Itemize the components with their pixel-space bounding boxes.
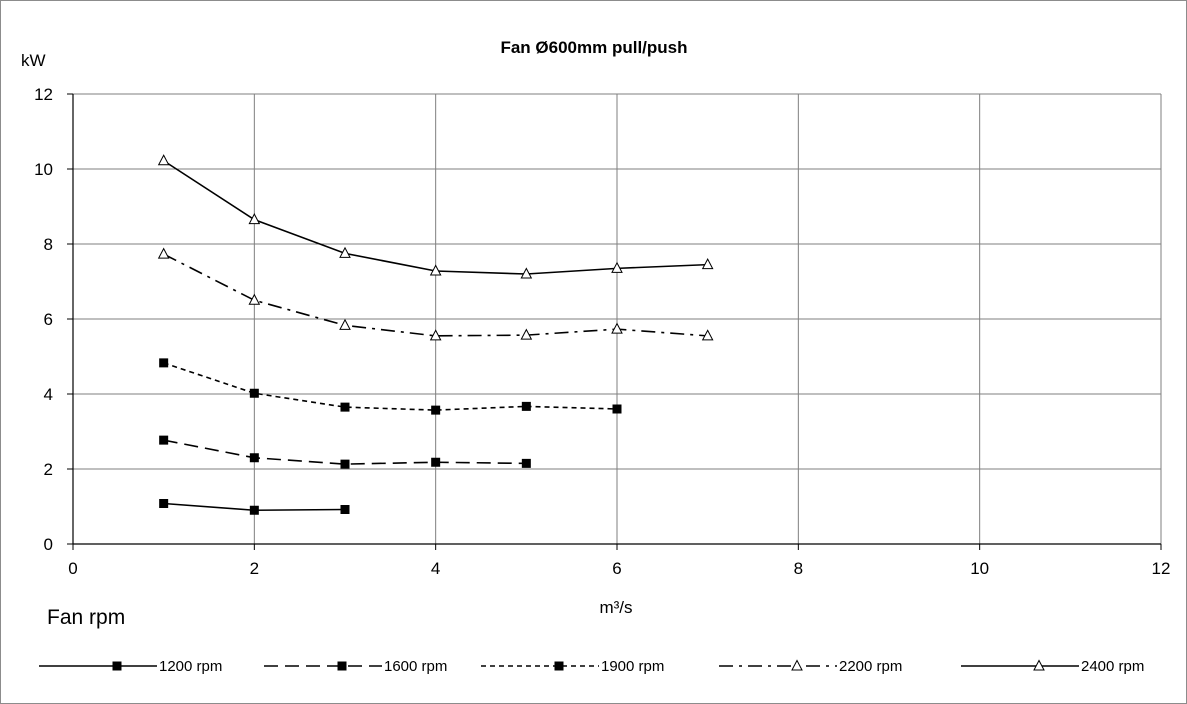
data-point [248,293,261,305]
legend-label: 1200 rpm [159,658,222,675]
y-tick-label: 10 [34,160,53,179]
legend-marker [112,661,122,671]
x-tick-label: 4 [431,559,440,578]
x-tick-label: 12 [1152,559,1171,578]
legend-label: 1900 rpm [601,658,664,675]
legend-marker [1033,659,1045,671]
y-tick-label: 0 [44,535,53,554]
y-axis-unit: kW [21,51,46,70]
legend-label: 2400 rpm [1081,658,1144,675]
legend-item-1600-rpm: 1600 rpm [264,658,447,675]
x-axis-label: m³/s [599,598,632,617]
data-point [157,154,170,166]
x-tick-label: 2 [250,559,259,578]
legend-marker [791,659,803,671]
data-point [248,213,261,225]
legend-item-1200-rpm: 1200 rpm [39,658,222,675]
legend-item-2200-rpm: 2200 rpm [719,658,902,675]
data-point [429,329,442,341]
chart-title: Fan Ø600mm pull/push [500,38,687,57]
series-1900-rpm [159,358,622,415]
data-point [611,322,623,334]
legend-label: 2200 rpm [839,658,902,675]
data-point [612,404,622,414]
series-2400-rpm [157,154,714,279]
legend-label: 1600 rpm [384,658,447,675]
data-point [249,505,259,515]
data-point [521,401,531,411]
series-1600-rpm [159,435,531,469]
data-point [249,453,259,463]
data-point [340,459,350,469]
data-point [339,318,351,330]
data-point [429,264,442,276]
legend-item-2400-rpm: 2400 rpm [961,658,1144,675]
data-point [249,388,259,398]
data-point [159,499,169,508]
fan-rpm-label: Fan rpm [47,606,125,629]
series-1200-rpm [159,499,350,515]
series-line-1600-rpm [163,439,527,465]
data-point [159,358,169,368]
data-point [521,458,531,468]
legend-item-1900-rpm: 1900 rpm [481,658,664,675]
y-tick-label: 8 [44,235,53,254]
legend-marker [337,661,347,671]
series-line-1900-rpm [163,362,618,411]
legend-marker [554,661,564,671]
data-point [701,329,714,341]
data-point [340,505,350,514]
y-tick-label: 12 [34,85,53,104]
y-tick-label: 2 [44,460,53,479]
x-tick-label: 8 [794,559,803,578]
data-point [159,435,169,445]
y-tick-label: 6 [44,310,53,329]
series-2200-rpm [157,247,714,341]
data-point [340,402,350,412]
data-point [520,328,533,340]
data-point [701,258,714,270]
x-tick-label: 0 [68,559,77,578]
y-tick-label: 4 [44,385,53,404]
data-point [611,261,623,273]
data-point [520,267,533,279]
x-tick-label: 6 [612,559,621,578]
data-point [431,405,441,415]
data-point [339,246,351,258]
data-point [431,457,441,467]
data-point [157,247,170,259]
x-tick-label: 10 [970,559,989,578]
